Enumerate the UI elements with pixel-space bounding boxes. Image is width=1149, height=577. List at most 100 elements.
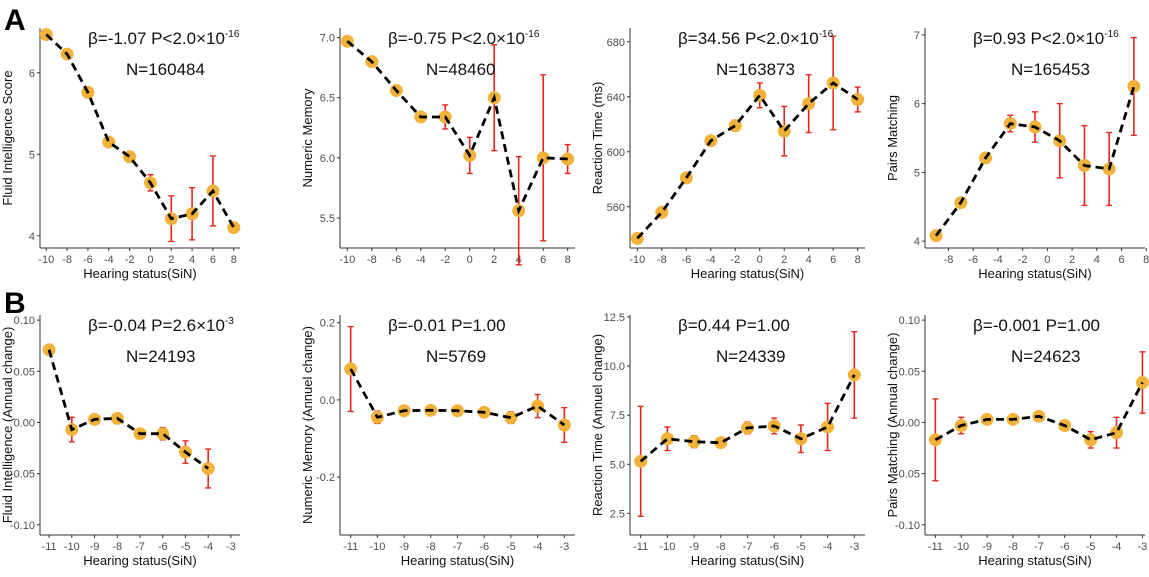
data-point	[227, 221, 241, 235]
y-tick-label: 7.5	[610, 410, 625, 422]
y-axis-title: Pairs Matching (Annual change)	[885, 333, 900, 518]
x-tick-label: -5	[181, 541, 191, 553]
y-tick-label: -0.2	[316, 472, 335, 484]
x-tick-label: -4	[706, 254, 716, 266]
x-tick-label: -3	[849, 541, 859, 553]
x-tick-label: -11	[42, 541, 57, 553]
chart-panel-3: 4 5 6 7 -8 -6 -4 -2 0 2 4 6 8 Hearing status(SiN) Pair…	[885, 28, 1149, 281]
y-tick-label: 0.00	[899, 417, 920, 429]
series-line	[934, 381, 1144, 442]
stat-n: N=160484	[126, 60, 205, 79]
series-line	[47, 349, 210, 470]
x-axis-title: Hearing status(SiN)	[978, 266, 1091, 281]
chart-panel-6: 2.5 5.0 7.5 10.0 12.5 -11 -10 -9 -8 -7 -6 -5 -4 -3 Hea…	[590, 312, 865, 568]
x-tick-label: -9	[982, 541, 992, 553]
y-tick-label: 6.0	[320, 153, 335, 165]
x-tick-label: -7	[1034, 541, 1044, 553]
x-tick-label: 0	[1044, 254, 1050, 266]
x-tick-label: -8	[367, 254, 377, 266]
x-tick-label: -7	[453, 541, 463, 553]
x-tick-label: -5	[506, 541, 516, 553]
stat-n: N=163873	[716, 60, 795, 79]
stat-beta-p: β=-0.75 P<2.0×10-16	[388, 29, 540, 48]
y-tick-label: 600	[607, 147, 625, 159]
stat-n: N=48460	[426, 60, 495, 79]
x-tick-label: -8	[1008, 541, 1018, 553]
x-tick-label: -7	[743, 541, 753, 553]
y-tick-label: 0.05	[899, 366, 920, 378]
chart-panel-4: -0.10 -0.05 0.00 0.05 0.10 -11 -10 -9 -8 -7 -6 -5 -4…	[0, 315, 240, 568]
x-tick-label: 2	[1069, 254, 1075, 266]
y-tick-label: -0.10	[895, 520, 920, 532]
x-tick-label: -6	[158, 541, 168, 553]
x-axis-title: Hearing status(SiN)	[83, 266, 196, 281]
x-tick-label: -8	[944, 254, 954, 266]
stat-p-exponent: -16	[225, 29, 240, 40]
stat-beta-p: β=-0.04 P=2.6×10-3	[88, 316, 234, 335]
series-line	[934, 85, 1136, 237]
chart-panel-2: 560 600 640 680 -10 -8 -6 -4 -2 0 2 4 6 8 Hearing stat…	[590, 28, 865, 281]
data-point	[1127, 79, 1141, 93]
x-tick-label: -2	[730, 254, 740, 266]
chart-panel-1: 5.56.06.57.0-10-8-6-4-202468Numeric Memo…	[300, 28, 575, 266]
y-tick-label: 6	[29, 68, 35, 80]
chart-panel-0: 4 5 6 -10 -8 -6 -4 -2 0 2 4 6 8 Hearing status(SiN) Fl…	[0, 28, 241, 281]
x-tick-label: -8	[426, 541, 436, 553]
y-axis-title: Numeric Memory (Annuel change)	[300, 326, 315, 524]
y-tick-label: 0.00	[14, 417, 35, 429]
data-point	[928, 433, 942, 447]
series-line	[349, 368, 566, 427]
stat-beta-p: β=0.93 P<2.0×10-16	[973, 29, 1119, 48]
x-tick-label: -6	[479, 541, 489, 553]
chart-panel-7: -0.10 -0.05 0.00 0.05 0.10 -11 -10 -9 -8 -7 -6 -5 -4…	[885, 315, 1149, 568]
x-tick-label: -4	[416, 254, 426, 266]
x-tick-label: -6	[83, 254, 93, 266]
y-tick-label: -0.05	[10, 469, 35, 481]
x-tick-label: -11	[343, 541, 358, 553]
stat-p-exponent: -16	[1104, 29, 1119, 40]
y-tick-label: 6.5	[320, 93, 335, 105]
x-tick-label: -10	[64, 541, 80, 553]
stat-n: N=24339	[716, 347, 785, 366]
x-tick-label: -8	[62, 254, 72, 266]
y-tick-label: 560	[607, 202, 625, 214]
y-tick-label: 640	[607, 92, 625, 104]
chart-panel-5: -0.2 0.0 0.2 -11 -10 -9 -8 -7 -6 -5 -4 -3 Hearing st…	[300, 315, 575, 568]
x-tick-label: -8	[657, 254, 667, 266]
x-tick-label: -10	[629, 254, 645, 266]
y-tick-label: 680	[607, 37, 625, 49]
x-tick-label: -10	[369, 541, 385, 553]
x-axis-title: Hearing status(SiN)	[83, 553, 196, 568]
x-tick-label: 0	[467, 254, 473, 266]
y-axis-title: Reaction Time (ms)	[590, 82, 605, 195]
x-tick-label: 0	[147, 254, 153, 266]
x-axis-title: Hearing status(SiN)	[401, 553, 514, 568]
y-tick-label: 4	[914, 236, 920, 248]
stat-beta-p: β=-0.01 P=1.00	[388, 316, 506, 335]
series-line	[639, 374, 856, 463]
x-tick-label: -7	[135, 541, 145, 553]
data-point	[557, 418, 571, 432]
x-tick-label: -2	[440, 254, 450, 266]
x-tick-label: -9	[689, 541, 699, 553]
x-tick-label: -8	[112, 541, 122, 553]
x-tick-label: -6	[681, 254, 691, 266]
data-point	[504, 411, 518, 425]
panel-label-b: B	[4, 287, 26, 320]
y-tick-label: 5.0	[610, 459, 625, 471]
y-axis-title: Fluid Intelligence (Annual change)	[0, 327, 15, 524]
y-tick-label: 5.5	[320, 213, 335, 225]
x-tick-label: 6	[1118, 254, 1124, 266]
x-tick-label: -11	[633, 541, 648, 553]
x-tick-label: -4	[1112, 541, 1122, 553]
x-tick-label: 6	[210, 254, 216, 266]
y-axis-title: Numeric Memory	[300, 88, 315, 187]
data-point	[1110, 426, 1124, 440]
series-line	[346, 40, 568, 216]
x-tick-label: -10	[953, 541, 969, 553]
y-tick-label: 0.10	[899, 315, 920, 327]
x-tick-label: -4	[823, 541, 833, 553]
x-tick-label: -3	[226, 541, 236, 553]
stat-beta-p: β=0.44 P=1.00	[678, 316, 790, 335]
